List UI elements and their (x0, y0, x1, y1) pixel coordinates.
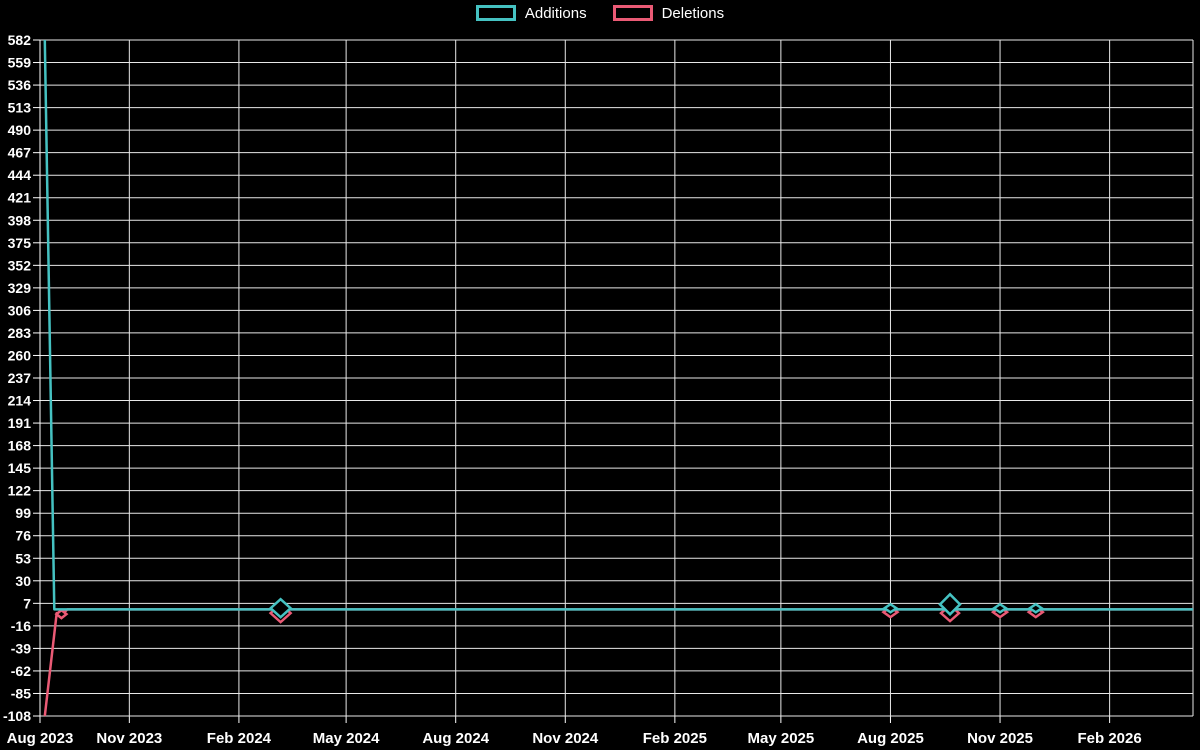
legend-label-additions: Additions (524, 4, 587, 22)
y-tick-label: 490 (8, 122, 32, 138)
deletions-swatch-icon (612, 5, 653, 21)
y-tick-label: 214 (8, 393, 32, 409)
x-tick-label: Aug 2023 (7, 730, 74, 747)
y-tick-label: 306 (8, 302, 32, 318)
series-line-additions[interactable] (43, 39, 1193, 611)
x-tick-label: Feb 2026 (1078, 730, 1142, 747)
x-tick-label: May 2024 (313, 730, 380, 747)
y-tick-label: 467 (8, 145, 32, 161)
y-tick-label: 536 (8, 77, 32, 93)
y-tick-label: 76 (15, 528, 31, 544)
x-tick-label: Nov 2024 (532, 730, 599, 747)
marker-diamond-additions[interactable] (938, 592, 962, 617)
y-tick-label: 99 (15, 505, 31, 521)
legend-label-deletions: Deletions (661, 4, 725, 22)
x-tick-label: May 2025 (748, 730, 815, 747)
y-tick-label: 283 (8, 325, 32, 341)
y-tick-label: 352 (8, 257, 32, 273)
chart-legend: Additions Deletions (0, 5, 1200, 21)
x-tick-label: Feb 2025 (643, 730, 707, 747)
y-tick-label: 444 (8, 167, 32, 183)
x-tick-label: Nov 2025 (967, 730, 1033, 747)
marker-diamond-deletions[interactable] (54, 608, 69, 620)
y-tick-label: 421 (8, 190, 32, 206)
x-tick-label: Feb 2024 (207, 730, 272, 747)
y-tick-label: 122 (8, 483, 32, 499)
marker-diamond-additions[interactable] (268, 597, 293, 619)
y-tick-label: -39 (11, 640, 31, 656)
additions-swatch-icon (475, 5, 516, 21)
x-tick-label: Nov 2023 (96, 730, 162, 747)
y-tick-label: 168 (8, 438, 32, 454)
y-tick-label: 53 (15, 550, 31, 566)
x-tick-label: Aug 2024 (422, 730, 489, 747)
marker-diamond-additions[interactable] (1027, 602, 1045, 614)
y-tick-label: 582 (8, 32, 32, 48)
y-tick-label: 260 (8, 347, 32, 363)
y-tick-label: 30 (15, 573, 31, 589)
y-tick-label: 375 (8, 235, 32, 251)
y-tick-label: 191 (8, 415, 32, 431)
y-tick-label: 513 (8, 100, 32, 116)
y-tick-label: 329 (8, 280, 32, 296)
legend-item-deletions[interactable]: Deletions (612, 4, 725, 22)
y-tick-label: -85 (11, 685, 31, 701)
y-tick-label: 7 (23, 595, 31, 611)
y-tick-label: 145 (8, 460, 32, 476)
y-tick-label: 398 (8, 212, 32, 228)
marker-diamond-additions[interactable] (991, 602, 1009, 614)
y-tick-label: 237 (8, 370, 32, 386)
marker-diamond-additions[interactable] (882, 602, 899, 614)
y-tick-label: -108 (3, 708, 31, 724)
y-tick-label: -16 (11, 618, 31, 634)
y-tick-label: -62 (11, 663, 31, 679)
y-tick-label: 559 (8, 55, 32, 71)
x-tick-label: Aug 2025 (857, 730, 924, 747)
legend-item-additions[interactable]: Additions (475, 4, 587, 22)
